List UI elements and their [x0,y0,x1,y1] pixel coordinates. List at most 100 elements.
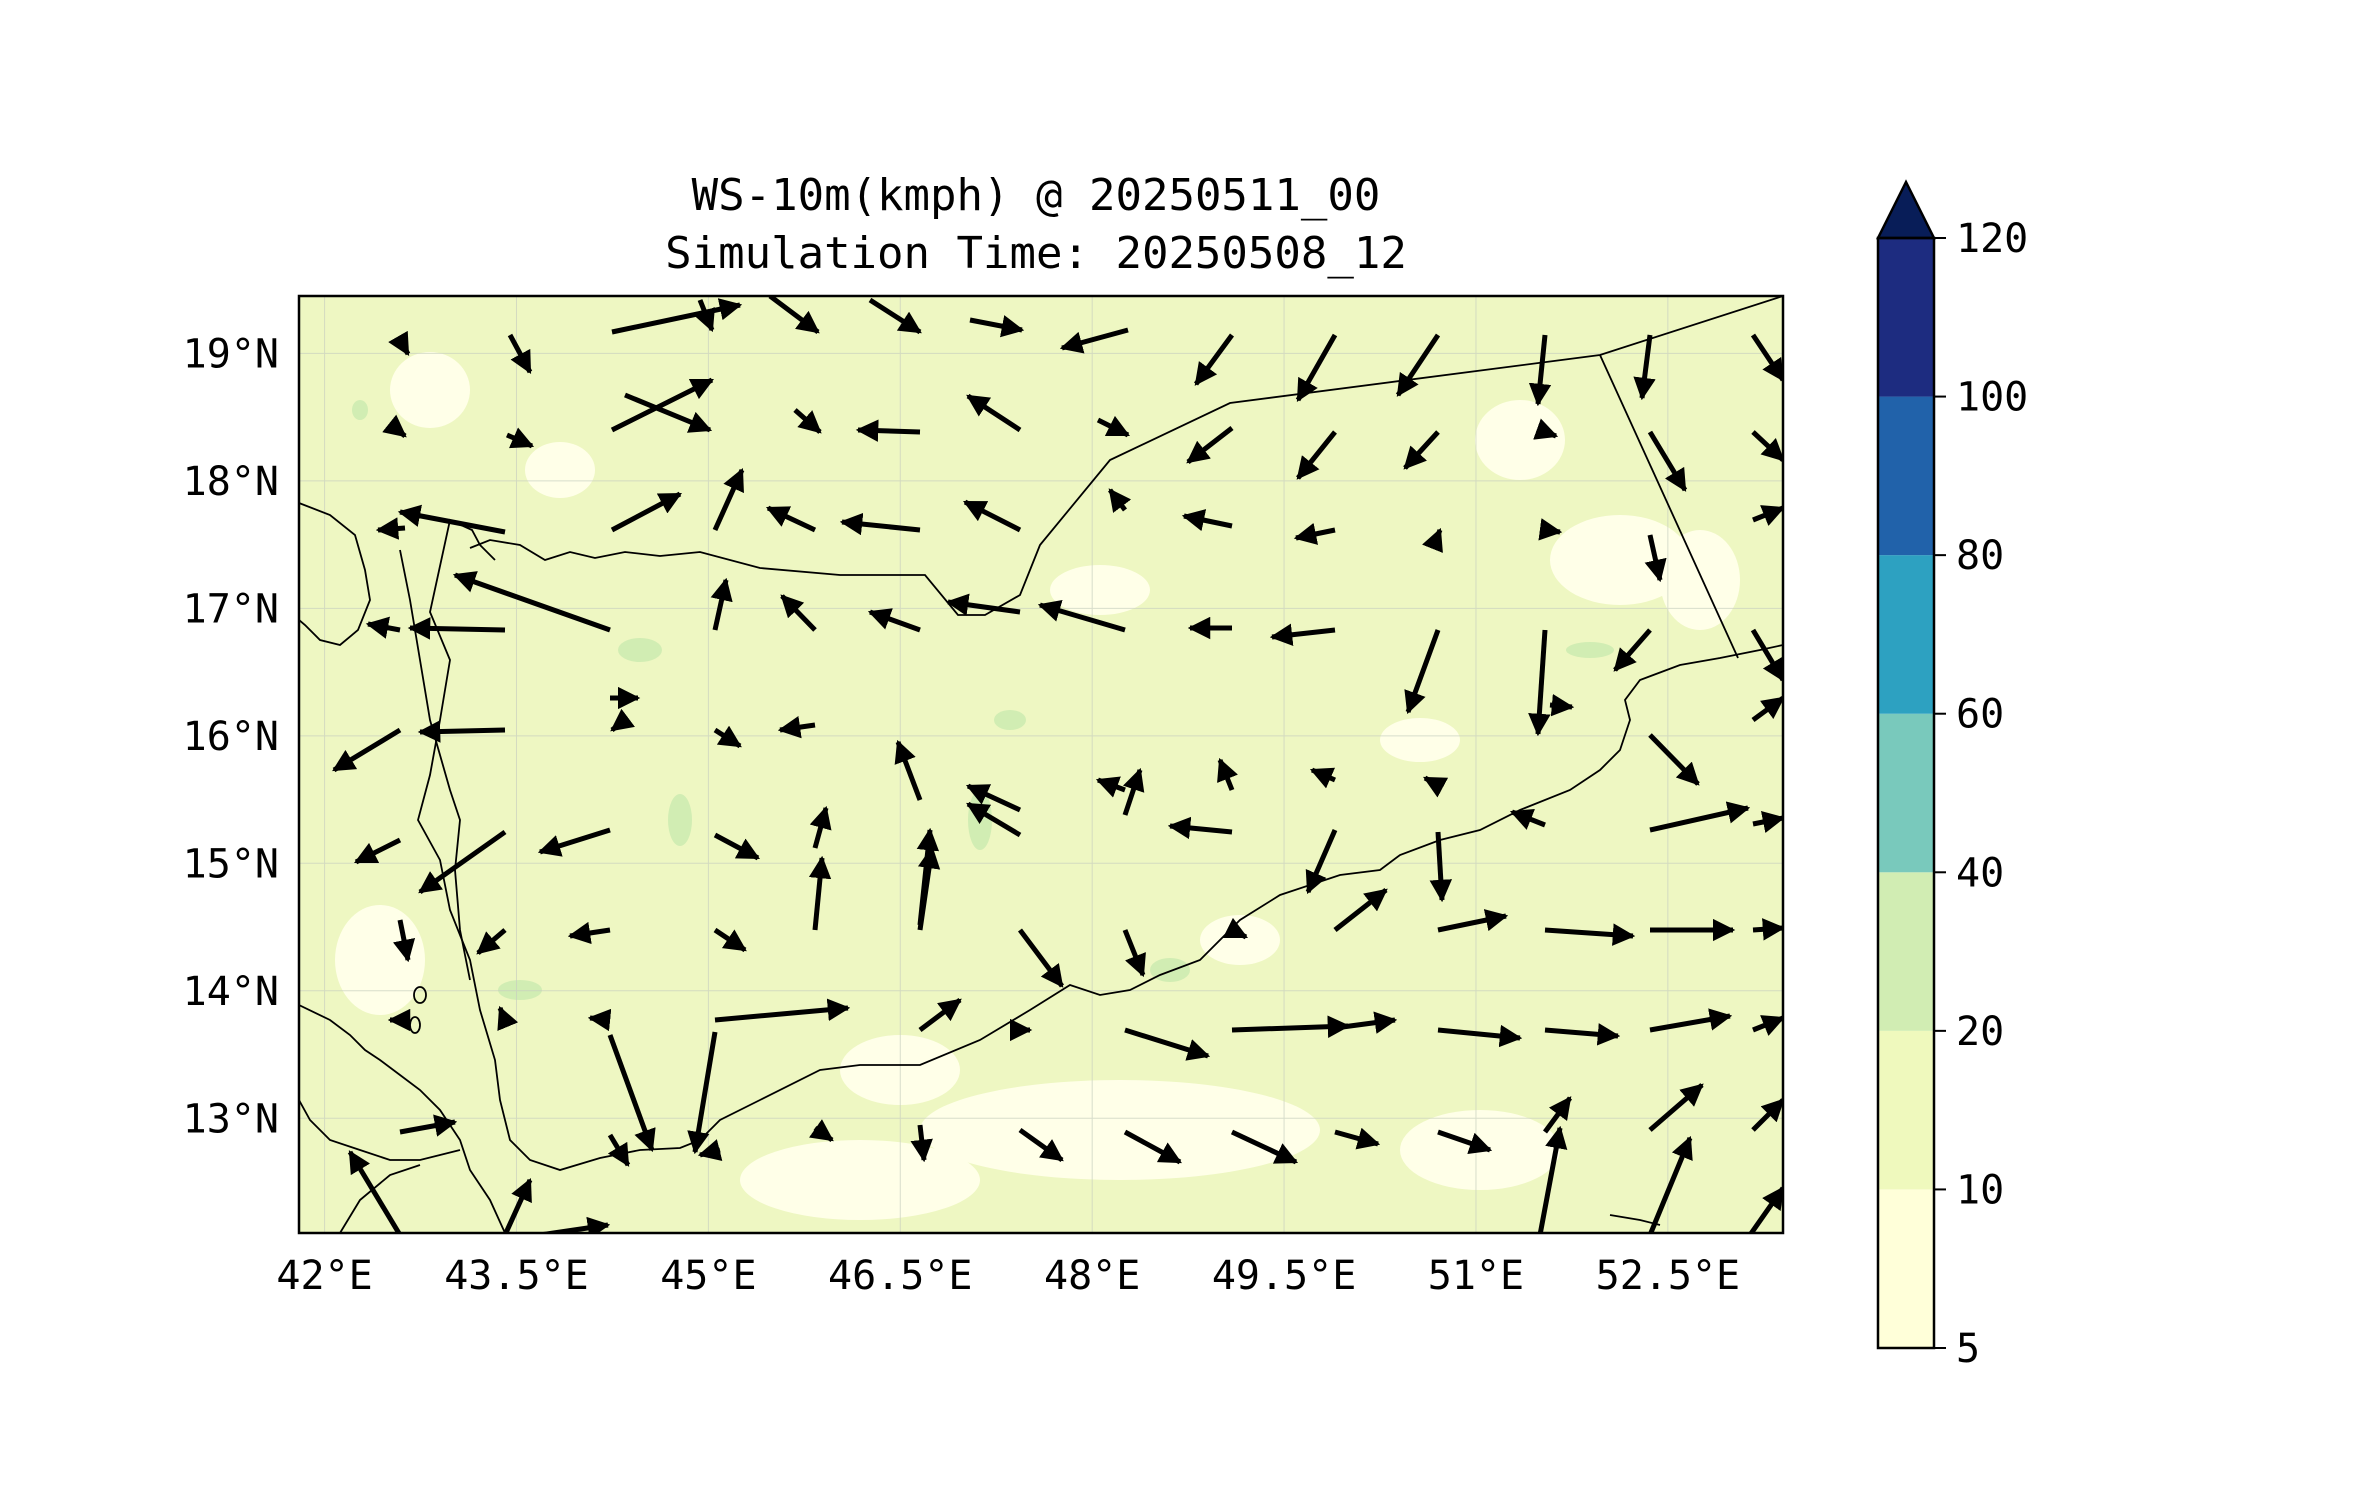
wind-vector-arrow [497,1005,519,1032]
wind-vector-arrow [965,783,1022,813]
x-tick-label: 52.5°E [1596,1253,1741,1299]
wind-vector-arrow [332,727,402,773]
wind-vector-arrow [687,1031,718,1155]
wind-vector-arrow [839,512,921,536]
wind-vector-arrow [1231,1015,1351,1038]
wind-vector-arrow [1334,1011,1398,1034]
wind-vector-arrow [1644,534,1667,583]
colorbar-tick-label: 40 [1956,850,2004,896]
wind-vector-arrow [1437,909,1509,933]
wind-vector-arrow [894,739,923,801]
y-tick-label: 16°N [183,714,279,760]
island-outline [413,986,427,1004]
wind-vector-arrow [1538,518,1563,541]
wind-vector-arrow [1217,757,1238,791]
wind-vector-arrow [1305,829,1338,895]
wind-vector-arrow [1167,816,1233,840]
wind-vector-arrow [610,708,635,732]
latitude-axis: 19°N 18°N 17°N 16°N 15°N 14°N 13°N [183,331,279,1142]
x-tick-label: 51°E [1428,1253,1524,1299]
wind-vector-arrow [713,725,742,749]
yemen-coastline [417,518,1783,1171]
wind-vector-arrow [1533,418,1559,440]
wind-vector-arrow [507,333,533,374]
somalia-coast [339,1164,421,1233]
wind-vector-arrow [1647,430,1688,492]
y-tick-label: 17°N [183,586,279,632]
wind-vector-arrow [537,827,611,857]
wind-vector-arrow [1752,918,1783,941]
wind-vector-arrow [945,593,1021,616]
map-frame [297,294,1785,1235]
x-tick-label: 46.5°E [828,1253,973,1299]
wind-vector-arrow [610,377,715,433]
wind-vector-arrow [809,805,832,849]
wind-vector-arrow [611,298,743,335]
saudi-yemen-border [469,296,1783,616]
wind-vector-arrow [610,491,682,533]
wind-vector-arrow [539,1216,611,1233]
wind-vector-arrow [1544,923,1636,946]
wind-vector-arrow [1752,505,1783,526]
wind-vector-arrow [452,571,611,633]
wind-vector-arrow [1549,693,1575,717]
wind-vector-arrow [1748,1186,1783,1233]
wind-vector-arrow [710,577,733,631]
low-speed-patches [335,352,1740,1220]
wind-vector-arrow [1122,767,1145,816]
wind-vector-arrow [1750,333,1783,382]
wind-vector-arrow [347,1150,402,1233]
longitude-axis: 42°E 43.5°E 45°E 46.5°E 48°E 49.5°E 51°E 52.5°E [276,1253,1740,1299]
wind-vector-arrow [1096,415,1131,438]
wind-vector-arrow [1403,430,1440,470]
yemen-oman-border [1599,354,1739,659]
wind-vector-arrow [1750,628,1783,682]
wind-vector-arrow [1404,629,1441,715]
wind-vector-arrow [1528,334,1552,407]
wind-vector-arrow [1751,695,1783,723]
wind-vector-arrow [1429,831,1453,903]
colorbar-segment [1878,713,1934,873]
wind-vector-arrow [1633,334,1656,401]
x-tick-label: 49.5°E [1212,1253,1357,1299]
wind-vector-arrow [855,419,921,442]
wind-vector-arrow [1108,488,1132,513]
wind-vector-arrow [1122,929,1146,978]
wind-vector-arrow [1095,776,1126,798]
y-tick-label: 18°N [183,459,279,505]
colorbar-frame [1876,236,1936,1350]
y-tick-label: 13°N [183,1096,279,1142]
wind-vector-arrow [1648,733,1700,786]
x-tick-label: 42°E [276,1253,372,1299]
y-tick-label: 15°N [183,841,279,887]
wind-vector-arrow [1437,1024,1523,1048]
wind-vector-arrow [399,1114,458,1137]
wind-vector-arrow [1649,1008,1733,1033]
colorbar: 5 10 20 40 60 80 100 120 [1875,179,2028,1372]
x-tick-label: 45°E [660,1253,756,1299]
wind-vector-arrow [1186,426,1234,464]
x-tick-label: 43.5°E [444,1253,589,1299]
wind-vector-arrow [1295,333,1338,402]
colorbar-segment [1878,396,1934,556]
wind-vector-arrow [397,504,506,535]
wind-vector-arrow [1752,1015,1783,1036]
wind-vector-arrow [918,998,962,1032]
wind-vector-arrow [868,297,922,335]
wind-vector-arrow [969,315,1025,338]
wind-vector-arrow [808,855,832,931]
wind-vector-arrow [1752,810,1783,834]
wind-vector-arrow [1059,327,1129,354]
wind-vector-arrow [1423,775,1449,798]
y-tick-label: 19°N [183,331,279,377]
wind-vector-arrow [1230,1129,1299,1165]
wind-vector-arrow [1037,599,1126,633]
wind-vector-arrow [1437,1129,1493,1155]
wind-vector-arrow [777,715,816,739]
map-panel: 42°E 43.5°E 45°E 46.5°E 48°E 49.5°E 51°E 52.5°E… [183,294,1785,1299]
wind-vector-arrow [1648,1083,1704,1132]
wind-vector-arrow [1193,333,1235,386]
wind-vector-arrow [1309,767,1336,789]
wind-vector-arrow [714,998,851,1023]
wind-vector-arrow [418,829,507,895]
